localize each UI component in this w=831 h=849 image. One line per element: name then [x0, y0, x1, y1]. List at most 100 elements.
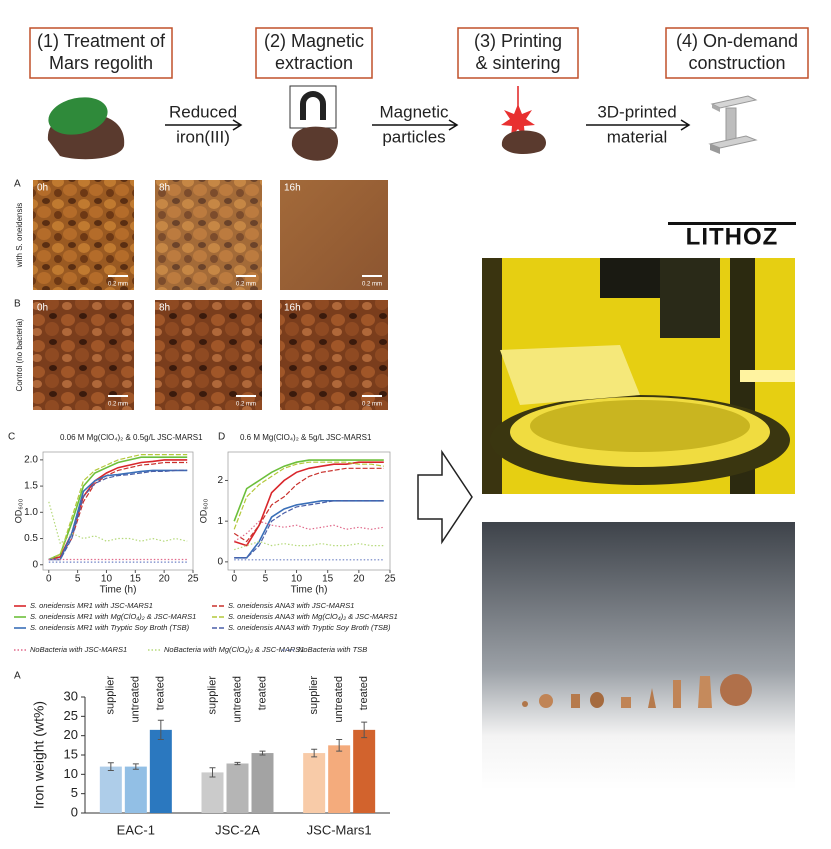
x-tick-label: JSC-2A: [215, 822, 260, 837]
bar-name: supplier: [105, 676, 117, 715]
y-tick-label: 15: [64, 746, 78, 761]
bar-name: untreated: [130, 676, 142, 722]
step-label: & sintering: [475, 53, 560, 73]
series-line: [233, 467, 384, 543]
scale-label: 0.2 mm: [108, 402, 128, 408]
bar: [303, 753, 326, 813]
step-label: Mars regolith: [49, 53, 153, 73]
bar: [251, 753, 274, 813]
x-tick-label: 20: [159, 574, 171, 585]
laser-icon: [501, 86, 546, 154]
bar-name: supplier: [308, 676, 320, 715]
error-bar: [132, 763, 139, 770]
y-tick-label: 0.5: [24, 533, 38, 544]
y-axis-label: OD₆₀₀: [13, 498, 23, 523]
legend-label: NoBacteria with JSC-MARS1: [30, 645, 127, 654]
legend-label: S. oneidensis ANA3 with JSC-MARS1: [228, 601, 354, 610]
time-label: 0h: [37, 183, 48, 194]
time-label: 8h: [159, 183, 170, 194]
panel-letter: B: [14, 299, 21, 310]
micrographs: [33, 180, 388, 410]
arrow-label: particles: [382, 127, 445, 146]
y-tick-label: 2.0: [24, 455, 38, 466]
micrograph: [280, 300, 388, 410]
legend-label: S. oneidensis ANA3 with Tryptic Soy Brot…: [228, 623, 391, 632]
x-tick-label: EAC-1: [117, 822, 155, 837]
series-line: [48, 454, 188, 561]
scale-label: 0.2 mm: [362, 402, 382, 408]
x-tick-label: JSC-Mars1: [307, 822, 372, 837]
y-tick-label: 1.5: [24, 481, 38, 492]
series-line: [234, 500, 384, 559]
bar: [353, 729, 376, 813]
series-line: [233, 461, 384, 547]
x-axis-label: Time (h): [291, 585, 328, 596]
legend-label: S. oneidensis MR1 with Tryptic Soy Broth…: [30, 623, 190, 632]
logo-bar: [668, 222, 796, 225]
time-label: 0h: [37, 303, 48, 314]
error-bar: [209, 767, 216, 778]
y-tick-label: 20: [64, 727, 78, 742]
micrograph: [280, 180, 388, 290]
plot-frame: [42, 451, 194, 571]
error-bar: [259, 750, 266, 756]
y-tick-label: 30: [64, 688, 78, 703]
time-label: 16h: [284, 183, 301, 194]
x-tick-label: 15: [322, 574, 334, 585]
panel-letter: A: [14, 179, 21, 190]
error-bar: [157, 719, 164, 741]
panel-letter: D: [218, 432, 225, 443]
bar-name: treated: [358, 676, 370, 710]
error-bar: [361, 721, 368, 739]
error-bar: [234, 761, 241, 766]
scale-label: 0.2 mm: [362, 282, 382, 288]
arrow-label: 3D-printed: [597, 102, 676, 121]
micrograph: [155, 300, 262, 410]
y-tick-label: 1: [217, 516, 223, 527]
step-label: extraction: [275, 53, 353, 73]
step-label: construction: [688, 53, 785, 73]
legend-label: S. oneidensis MR1 with Mg(ClO₄)₂ & JSC-M…: [30, 612, 196, 621]
step-box: [457, 27, 579, 79]
x-tick-label: 5: [75, 574, 81, 585]
x-tick-label: 25: [187, 574, 199, 585]
plot-frame: [227, 451, 391, 571]
chart-title: 0.6 M Mg(ClO₄)₂ & 5g/L JSC-MARS1: [240, 433, 372, 442]
error-bar: [107, 762, 114, 771]
y-axis-label: OD₆₀₀: [198, 498, 208, 523]
process-diagram: [29, 27, 809, 161]
x-tick-label: 10: [291, 574, 303, 585]
time-label: 16h: [284, 303, 301, 314]
series-line: [233, 461, 384, 530]
bar: [99, 766, 122, 813]
series-line: [233, 459, 384, 522]
magnet-icon: [289, 85, 338, 161]
row-label: Control (no bacteria): [15, 318, 24, 391]
x-tick-label: 0: [231, 574, 237, 585]
bar-name: treated: [155, 676, 167, 710]
legend-label: S. oneidensis MR1 with JSC-MARS1: [30, 601, 153, 610]
x-tick-label: 10: [101, 574, 113, 585]
step-box: [29, 27, 173, 79]
y-tick-label: 10: [64, 766, 78, 781]
error-bar: [311, 748, 318, 758]
parts-photo: [482, 522, 795, 790]
scale-label: 0.2 mm: [236, 402, 256, 408]
legend-label: NoBacteria with Mg(ClO₄)₂ & JSC-MARS1: [164, 645, 304, 654]
step-box: [665, 27, 809, 79]
y-tick-label: 0: [217, 557, 223, 568]
bar-name: treated: [256, 676, 268, 710]
row-label: with S. oneidensis: [15, 203, 24, 268]
big-arrow: [417, 449, 473, 545]
step-label: (1) Treatment of: [37, 31, 166, 51]
bar: [124, 766, 147, 813]
x-tick-label: 25: [384, 574, 396, 585]
x-tick-label: 5: [263, 574, 269, 585]
series-line: [48, 501, 188, 545]
chart-title: 0.06 M Mg(ClO₄)₂ & 0.5g/L JSC-MARS1: [60, 433, 203, 442]
bar: [226, 763, 249, 813]
panel-letter: A: [14, 671, 21, 682]
micrograph: [33, 300, 134, 410]
y-tick-label: 2: [217, 475, 223, 486]
